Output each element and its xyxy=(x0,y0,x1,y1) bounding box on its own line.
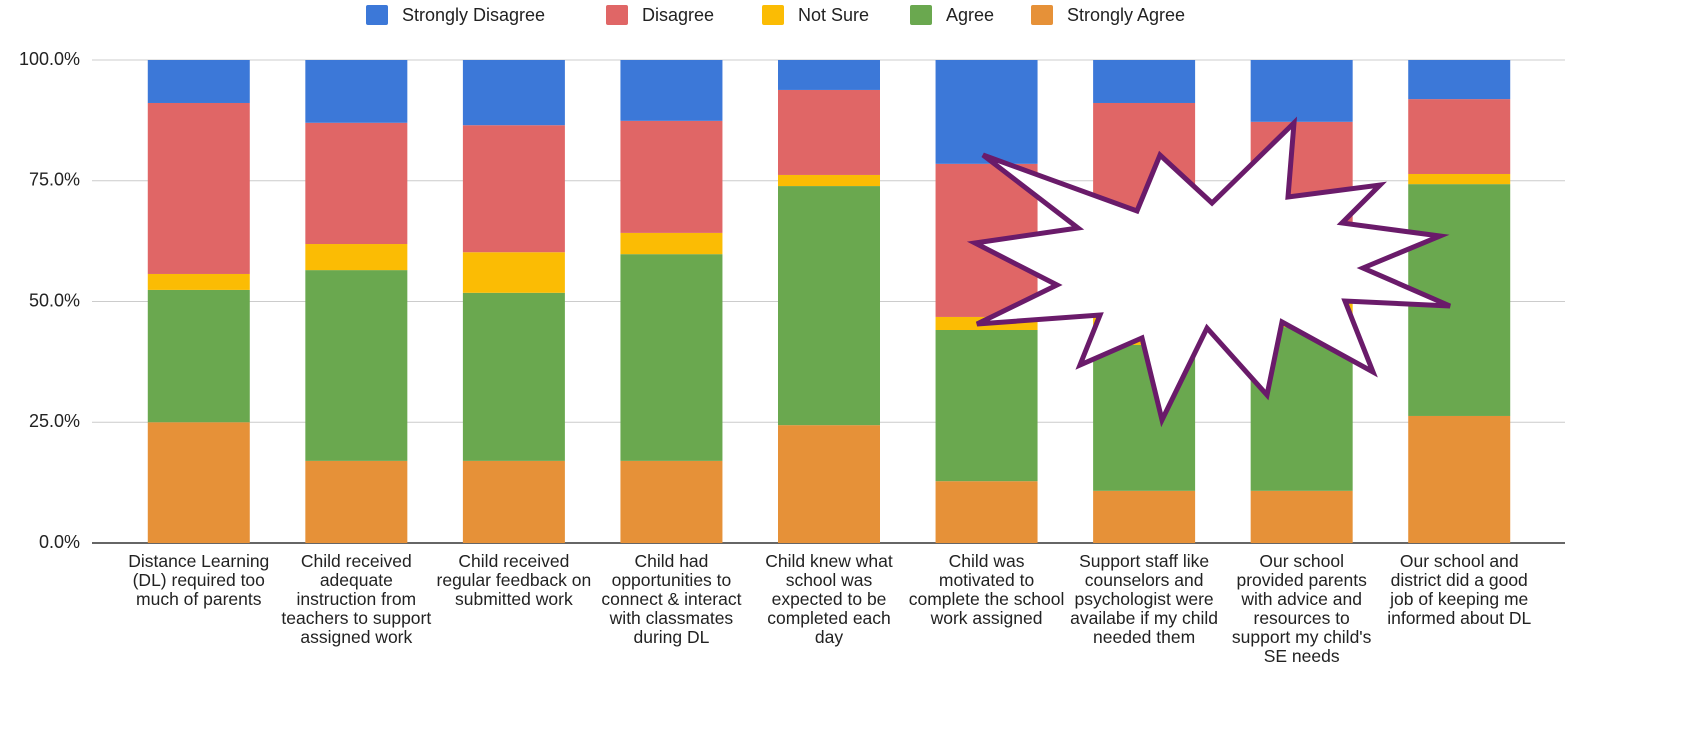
bar-segment xyxy=(462,292,565,461)
x-tick-label: Distance Learning (DL) required too much… xyxy=(128,551,270,609)
starburst xyxy=(966,116,1452,428)
legend-label: Disagree xyxy=(642,5,714,25)
bar-segment xyxy=(305,60,408,123)
x-tick-label: Child knew what school was expected to b… xyxy=(765,551,893,647)
bar-segment xyxy=(620,60,723,121)
bar-segment xyxy=(1408,173,1511,185)
bar-segment xyxy=(147,60,250,103)
bar-segment xyxy=(462,125,565,253)
x-tick-label: Child was motivated to complete the scho… xyxy=(908,551,1065,628)
legend-label: Not Sure xyxy=(798,5,869,25)
x-tick-label: Our school and district did a good job o… xyxy=(1387,551,1532,628)
bar-segment xyxy=(1408,60,1511,100)
bar-segment xyxy=(1250,60,1353,122)
bar-segment xyxy=(620,120,723,233)
x-tick-label: Support staff like counselors and psycho… xyxy=(1070,551,1219,647)
bar-segment xyxy=(778,174,880,187)
legend-swatch xyxy=(1031,5,1053,25)
legend-label: Strongly Agree xyxy=(1067,5,1185,25)
y-tick-label: 75.0% xyxy=(29,170,80,190)
y-tick-label: 0.0% xyxy=(39,532,80,552)
legend-swatch xyxy=(606,5,628,25)
x-tick-label: Child received adequate instruction from… xyxy=(281,551,432,647)
bar-segment xyxy=(778,186,880,426)
y-tick-label: 50.0% xyxy=(29,290,80,310)
bar-segment xyxy=(305,460,408,543)
x-tick-label: Our school provided parents with advice … xyxy=(1231,551,1372,666)
y-tick-label: 25.0% xyxy=(29,411,80,431)
y-tick-label: 100.0% xyxy=(19,49,80,69)
bar-segment xyxy=(935,60,1038,164)
legend-swatch xyxy=(762,5,784,25)
bar-segment xyxy=(147,102,250,274)
bar-segment xyxy=(778,425,880,543)
bar-segment xyxy=(620,460,723,543)
bar-segment xyxy=(305,244,408,271)
bar-segment xyxy=(778,89,880,175)
bar-segment xyxy=(462,60,565,126)
bar-segment xyxy=(305,270,408,461)
bar-segment xyxy=(1250,490,1353,543)
bar-segment xyxy=(620,254,723,461)
bar-segment xyxy=(147,273,250,290)
bar-segment xyxy=(1408,99,1511,174)
bar-segment xyxy=(778,60,880,90)
legend-label: Strongly Disagree xyxy=(402,5,545,25)
bar-segment xyxy=(1093,60,1196,103)
bar-segment xyxy=(462,252,565,293)
legend-swatch xyxy=(366,5,388,25)
legend-swatch xyxy=(910,5,932,25)
bar-segment xyxy=(1408,415,1511,543)
x-tick-label: Child received regular feedback on submi… xyxy=(436,551,592,609)
x-tick-label: Child had opportunities to connect & int… xyxy=(601,551,742,647)
bar-segment xyxy=(620,232,723,255)
legend-label: Agree xyxy=(946,5,994,25)
bar-segment xyxy=(462,460,565,543)
bar-segment xyxy=(305,122,408,245)
bar-segment xyxy=(147,422,250,543)
bar-segment xyxy=(147,289,250,423)
bar-segment xyxy=(1093,490,1196,543)
bar-segment xyxy=(935,329,1038,482)
bar-segment xyxy=(935,481,1038,543)
